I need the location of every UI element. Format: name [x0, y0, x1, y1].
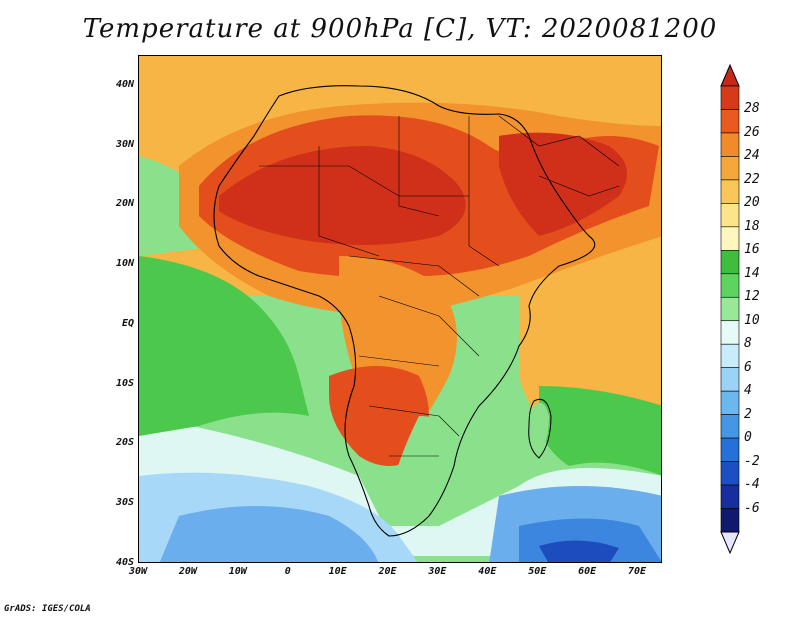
lat-tick-label: 30S — [115, 497, 134, 509]
south-ocean-blue — [159, 506, 379, 562]
lat-tick-label: 30N — [115, 138, 134, 150]
colorbar-tick-label: 22 — [744, 171, 760, 187]
colorbar-segment — [720, 179, 740, 204]
colorbar-tick-label: 12 — [744, 289, 760, 305]
colorbar-tick-label: 26 — [744, 124, 760, 140]
colorbar-tick-label: 28 — [744, 101, 760, 117]
colorbar-segment — [720, 320, 740, 345]
temperature-map — [138, 55, 662, 563]
colorbar-segment — [720, 226, 740, 251]
colorbar-segment — [720, 508, 740, 533]
lon-tick-label: 30W — [128, 566, 148, 577]
colorbar-segment — [720, 414, 740, 439]
colorbar-tick-label: 2 — [744, 406, 752, 422]
colorbar-tick-label: 8 — [744, 336, 752, 352]
africa-coastline — [213, 85, 596, 537]
lat-tick-label: 20S — [115, 437, 134, 449]
colorbar-tick-label: 10 — [744, 312, 760, 328]
country-borders — [259, 115, 620, 457]
south-ocean-deepblue — [539, 540, 619, 562]
colorbar-tick-label: 16 — [744, 242, 760, 258]
southern-africa-green — [389, 416, 469, 526]
lon-tick-label: 10W — [228, 566, 247, 577]
colorbar-segment — [720, 250, 740, 275]
colorbar-segment — [720, 343, 740, 368]
lat-tick-label: 20N — [115, 198, 134, 210]
madagascar-green — [530, 402, 549, 456]
colorbar-cap-top — [720, 64, 740, 87]
sahara-deepred — [219, 146, 466, 245]
colorbar-tick-label: 14 — [744, 265, 760, 281]
colorbar-segment — [720, 437, 740, 462]
colorbar-segment — [720, 484, 740, 509]
lat-tick-label: 40N — [115, 78, 134, 90]
colorbar-segment — [720, 156, 740, 181]
colorbar-segment — [720, 85, 740, 110]
colorbar-tick-label: 4 — [744, 383, 752, 399]
lat-tick-label: 10S — [115, 377, 134, 389]
lat-tick-label: 40S — [115, 557, 134, 568]
arabia-deepred — [499, 132, 627, 236]
lon-tick-label: 0 — [284, 566, 291, 577]
colorbar-segment — [720, 390, 740, 415]
colorbar — [720, 64, 740, 554]
lon-tick-label: 20W — [178, 566, 197, 577]
lon-tick-label: 40E — [478, 566, 497, 577]
colorbar-segment — [720, 273, 740, 298]
colorbar-tick-label: -2 — [744, 453, 760, 469]
lon-tick-label: 20E — [378, 566, 397, 577]
colorbar-tick-label: 20 — [744, 195, 760, 211]
colorbar-segment — [720, 109, 740, 134]
credit-text: GrADS: IGES/COLA — [4, 604, 91, 614]
colorbar-segment — [720, 203, 740, 228]
colorbar-tick-label: 6 — [744, 359, 752, 375]
colorbar-tick-label: -6 — [744, 500, 760, 516]
colorbar-tick-label: -4 — [744, 477, 760, 493]
colorbar-tick-label: 18 — [744, 218, 760, 234]
colorbar-segment — [720, 461, 740, 486]
colorbar-tick-label: 24 — [744, 148, 760, 164]
lon-tick-label: 30E — [428, 566, 447, 577]
lat-tick-label: 10N — [115, 258, 134, 270]
colorbar-segment — [720, 296, 740, 322]
atlantic-green — [139, 256, 309, 436]
colorbar-tick-label: 0 — [744, 430, 752, 446]
southern-africa-red — [329, 366, 429, 466]
indian-ocean-green — [539, 386, 661, 476]
lon-tick-label: 50E — [528, 566, 547, 577]
colorbar-cap-bottom — [720, 531, 740, 554]
lon-tick-label: 10E — [328, 566, 347, 577]
chart-title: Temperature at 900hPa [C], VT: 202008120… — [82, 14, 718, 44]
colorbar-segment — [720, 132, 740, 157]
lon-tick-label: 70E — [628, 566, 647, 577]
colorbar-segment — [720, 367, 740, 392]
madagascar-outline — [528, 398, 552, 459]
lat-tick-label: EQ — [121, 317, 134, 329]
lon-tick-label: 60E — [578, 566, 597, 577]
